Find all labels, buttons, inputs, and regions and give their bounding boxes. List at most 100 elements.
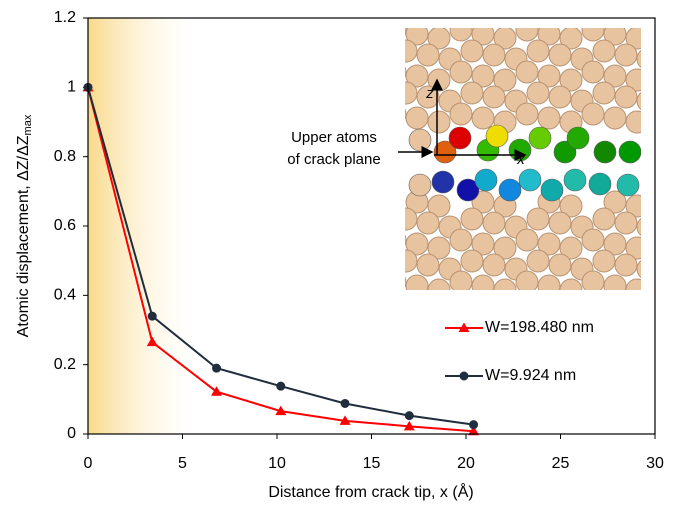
atom (670, 233, 680, 255)
x-tick-label: 30 (646, 455, 664, 472)
atom (659, 40, 680, 62)
atom (615, 254, 637, 276)
atom (475, 169, 497, 191)
atom (395, 208, 417, 230)
atom (461, 40, 483, 62)
atom (516, 103, 538, 125)
atom (659, 208, 680, 230)
atom (450, 103, 472, 125)
atom (582, 19, 604, 41)
marker (469, 420, 478, 429)
atom (409, 174, 431, 196)
atom (593, 292, 615, 314)
atom (483, 86, 505, 108)
y-tick-label: 0.2 (54, 356, 76, 373)
atom (417, 212, 439, 234)
legend-label: W=198.480 nm (485, 319, 594, 336)
atom (670, 191, 680, 213)
annotation: x (516, 151, 525, 168)
x-axis-label: Distance from crack tip, x (Å) (268, 482, 473, 501)
atom (538, 107, 560, 129)
atom (384, 271, 406, 293)
atom (417, 254, 439, 276)
atom (384, 229, 406, 251)
atom (516, 61, 538, 83)
atom (519, 169, 541, 191)
y-tick-label: 0 (67, 425, 76, 442)
marker (405, 411, 414, 420)
atom (626, 279, 648, 301)
atom (564, 169, 586, 191)
atom (593, 208, 615, 230)
y-axis-label-sub: max (22, 114, 34, 135)
atom (395, 82, 417, 104)
atom (637, 90, 659, 112)
atom (648, 19, 670, 41)
atom (527, 292, 549, 314)
atom (604, 107, 626, 129)
atom (582, 229, 604, 251)
atom (450, 271, 472, 293)
atom (549, 44, 571, 66)
atom (449, 127, 471, 149)
atom (659, 250, 680, 272)
y-tick-label: 0.4 (54, 287, 76, 304)
x-tick-label: 0 (84, 455, 93, 472)
y-axis-label: Atomic displacement, ΔZ/ΔZmax (15, 114, 34, 337)
atom (527, 208, 549, 230)
atom (549, 296, 571, 318)
legend-label: W=9.924 nm (485, 367, 576, 384)
y-tick-label: 1.2 (54, 9, 76, 26)
atom (615, 296, 637, 318)
atom (619, 141, 641, 163)
atom (659, 82, 680, 104)
atom (648, 271, 670, 293)
atom (384, 61, 406, 83)
atom (593, 82, 615, 104)
atom (549, 86, 571, 108)
atom (615, 44, 637, 66)
y-tick-label: 0.8 (54, 148, 76, 165)
atom (637, 48, 659, 70)
marker (212, 364, 221, 373)
page: {"chart_data": {"type": "line", "x_label… (0, 0, 680, 508)
atom (472, 275, 494, 297)
atom (461, 82, 483, 104)
marker (148, 312, 157, 321)
atom (483, 296, 505, 318)
atom (670, 23, 680, 45)
atom (582, 271, 604, 293)
atom (417, 44, 439, 66)
atom (594, 141, 616, 163)
atom (516, 229, 538, 251)
atom (549, 254, 571, 276)
atom (461, 208, 483, 230)
y-tick-label: 1 (67, 79, 76, 96)
atom (529, 127, 551, 149)
atom (439, 300, 461, 322)
atom (395, 292, 417, 314)
annotation: Upper atoms (291, 129, 377, 146)
atom (637, 300, 659, 322)
atoms-inset (384, 19, 680, 322)
atom (461, 250, 483, 272)
atom (648, 229, 670, 251)
x-tick-label: 20 (457, 455, 475, 472)
atom (541, 179, 563, 201)
atom (527, 250, 549, 272)
atom (589, 173, 611, 195)
atom (637, 258, 659, 280)
atom (549, 212, 571, 234)
atom (615, 212, 637, 234)
atom (560, 279, 582, 301)
y-axis-label-main: Atomic displacement, ΔZ/ΔZ (15, 135, 32, 337)
atom (428, 111, 450, 133)
atom (483, 44, 505, 66)
atom (450, 229, 472, 251)
marker (341, 399, 350, 408)
x-tick-label: 25 (552, 455, 570, 472)
atom (582, 103, 604, 125)
y-tick-label: 0.6 (54, 217, 76, 234)
atom (406, 275, 428, 297)
atom (428, 279, 450, 301)
